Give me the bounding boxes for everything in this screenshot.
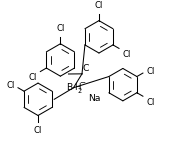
Text: Cl: Cl [34,126,42,135]
Text: C: C [83,64,89,73]
Text: 2: 2 [77,88,81,94]
Text: Cl: Cl [56,24,65,33]
Text: Cl: Cl [146,67,155,76]
Text: B: B [66,83,73,92]
Text: Cl: Cl [29,73,37,82]
Text: Na: Na [88,94,101,103]
Text: H: H [74,83,80,92]
Text: Cl: Cl [122,50,131,59]
Text: Cl: Cl [146,98,155,107]
Text: Cl: Cl [6,81,15,90]
Text: Cl: Cl [95,1,103,10]
Text: −: − [79,80,85,86]
